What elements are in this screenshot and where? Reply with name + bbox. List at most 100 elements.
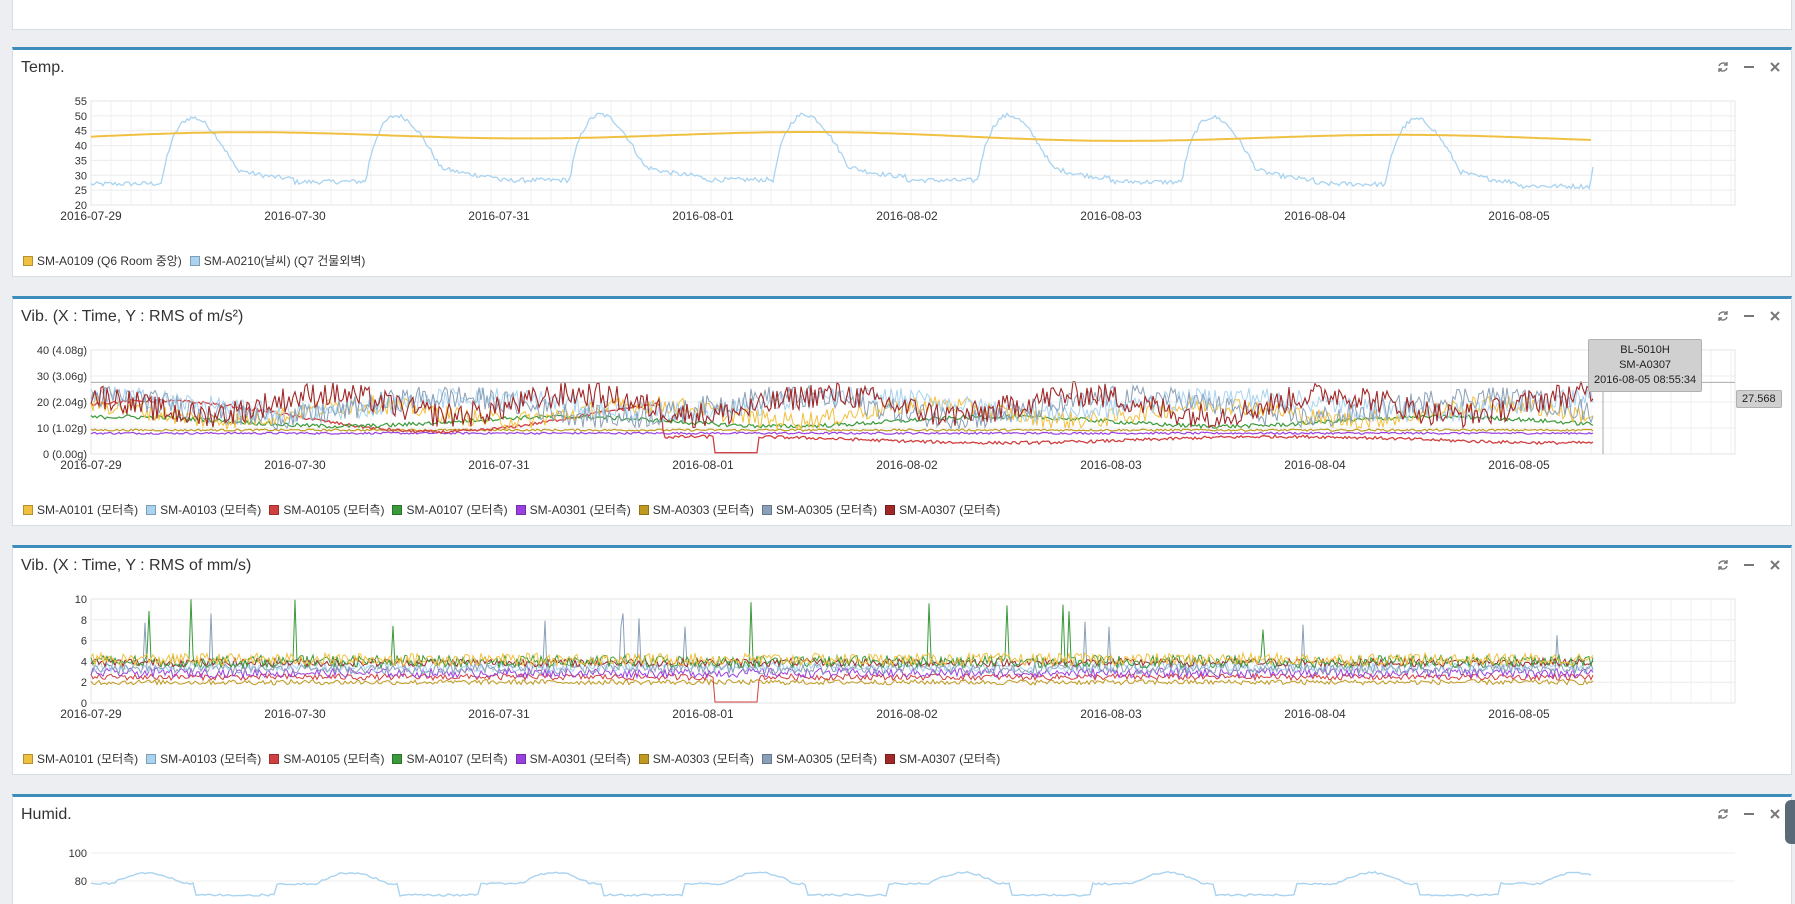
legend-item[interactable]: SM-A0301 (모터측) xyxy=(515,501,631,518)
legend-item[interactable]: SM-A0105 (모터측) xyxy=(269,501,384,518)
vib-ms2-legend: SM-A0101 (모터측) SM-A0103 (모터측) SM-A0105 (모터… xyxy=(23,501,1000,518)
legend-swatch xyxy=(885,753,896,764)
x-tick-label: 2016-08-01 xyxy=(672,209,734,223)
humid-chart-svg: 100 80 xyxy=(69,848,1735,897)
panel-header: Vib. (X : Time, Y : RMS of m/s²) xyxy=(13,299,1791,335)
legend-swatch xyxy=(638,504,649,515)
vib-ms2-chart: 40 (4.08g) 30 (3.06g) 20 (2.04g) 10 (1.02g)… xyxy=(13,335,1791,485)
y-tick-label: 80 xyxy=(75,876,87,888)
panel-header: Vib. (X : Time, Y : RMS of mm/s) xyxy=(13,548,1791,584)
vib-mms-legend: SM-A0101 (모터측) SM-A0103 (모터측) SM-A0105 (모터… xyxy=(23,750,1000,767)
vib2-series-a0105 xyxy=(90,672,1594,703)
y-tick-label: 8 xyxy=(81,615,87,627)
legend-item[interactable]: SM-A0305 (모터측) xyxy=(761,750,877,767)
legend-swatch xyxy=(515,504,526,515)
chart-tooltip: BL-5010H SM-A0307 2016-08-05 08:55:34 xyxy=(1588,339,1703,392)
y-tick-label: 45 xyxy=(75,126,87,138)
side-scroll-handle[interactable] xyxy=(1785,800,1795,844)
refresh-icon[interactable] xyxy=(1717,808,1729,820)
x-tick-label: 2016-08-04 xyxy=(1284,458,1346,472)
minimize-icon[interactable] xyxy=(1743,808,1755,820)
minimize-icon[interactable] xyxy=(1743,559,1755,571)
x-tick-label: 2016-07-30 xyxy=(264,209,326,223)
legend-label: SM-A0307 (모터측) xyxy=(899,752,1001,766)
legend-label: SM-A0103 (모터측) xyxy=(160,752,262,766)
legend-item[interactable]: SM-A0105 (모터측) xyxy=(269,750,384,767)
temp-series-weather xyxy=(90,112,1594,191)
y-tick-label: 55 xyxy=(75,96,87,108)
vib-series-a0301 xyxy=(90,431,1594,436)
legend-swatch xyxy=(392,753,403,764)
x-tick-label: 2016-07-29 xyxy=(60,707,122,721)
x-tick-label: 2016-07-31 xyxy=(468,458,530,472)
vib-series-a0105 xyxy=(90,398,1594,454)
legend-item[interactable]: SM-A0305 (모터측) xyxy=(761,501,877,518)
tooltip-line3: 2016-08-05 08:55:34 xyxy=(1594,374,1697,386)
minimize-icon[interactable] xyxy=(1743,61,1755,73)
legend-item[interactable]: SM-A0303 (모터측) xyxy=(638,750,754,767)
legend-item[interactable]: SM-A0109 (Q6 Room 중앙) xyxy=(23,252,182,269)
legend-label: SM-A0107 (모터측) xyxy=(406,503,508,517)
previous-panel-bottom xyxy=(12,0,1792,30)
panel-tools xyxy=(1717,559,1781,571)
close-icon[interactable] xyxy=(1769,808,1781,820)
refresh-icon[interactable] xyxy=(1717,559,1729,571)
legend-swatch xyxy=(761,753,772,764)
y-tick-label: 40 (4.08g) xyxy=(37,345,87,357)
legend-label: SM-A0105 (모터측) xyxy=(283,752,385,766)
legend-item[interactable]: SM-A0307 (모터측) xyxy=(885,750,1000,767)
panel-tools xyxy=(1717,310,1781,322)
vib-series-a0107 xyxy=(90,413,1594,429)
legend-label: SM-A0301 (모터측) xyxy=(529,752,631,766)
temp-panel: Temp. 55 50 45 40 35 30 25 20 2016-07-29 2016-07-… xyxy=(12,47,1792,277)
vib-ms2-panel: Vib. (X : Time, Y : RMS of m/s²) 40 (4.0… xyxy=(12,296,1792,526)
temp-series-room xyxy=(90,131,1592,142)
vib2-series-a0101 xyxy=(90,651,1594,668)
x-tick-label: 2016-08-01 xyxy=(672,707,734,721)
legend-swatch xyxy=(269,753,280,764)
panel-header: Temp. xyxy=(13,50,1791,86)
temp-legend: SM-A0109 (Q6 Room 중앙) SM-A0210(날씨) (Q7 건물… xyxy=(23,252,365,269)
vib2-series-a0301 xyxy=(90,666,1594,680)
legend-item[interactable]: SM-A0103 (모터측) xyxy=(146,501,261,518)
vib-series-a0303 xyxy=(90,428,1594,432)
legend-item[interactable]: SM-A0103 (모터측) xyxy=(146,750,261,767)
legend-swatch xyxy=(392,504,403,515)
x-tick-label: 2016-07-30 xyxy=(264,707,326,721)
legend-item[interactable]: SM-A0307 (모터측) xyxy=(885,501,1000,518)
y-tick-label: 6 xyxy=(81,636,87,648)
legend-swatch xyxy=(23,255,33,266)
vib2-series-a0103 xyxy=(90,659,1594,674)
legend-item[interactable]: SM-A0107 (모터측) xyxy=(392,501,508,518)
x-tick-label: 2016-07-29 xyxy=(60,209,122,223)
legend-label: SM-A0101 (모터측) xyxy=(37,503,139,517)
legend-label: SM-A0210(날씨) (Q7 건물외벽) xyxy=(203,254,366,268)
x-tick-label: 2016-08-04 xyxy=(1284,707,1346,721)
minimize-icon[interactable] xyxy=(1743,310,1755,322)
legend-item[interactable]: SM-A0101 (모터측) xyxy=(23,501,138,518)
y-tick-label: 0 (0.00g) xyxy=(43,449,87,461)
legend-item[interactable]: SM-A0107 (모터측) xyxy=(392,750,508,767)
x-tick-label: 2016-07-29 xyxy=(60,458,122,472)
legend-swatch xyxy=(885,504,896,515)
humid-panel: Humid. 100 80 xyxy=(12,794,1792,904)
legend-item[interactable]: SM-A0101 (모터측) xyxy=(23,750,138,767)
y-tick-label: 50 xyxy=(75,111,87,123)
legend-item[interactable]: SM-A0303 (모터측) xyxy=(638,501,754,518)
close-icon[interactable] xyxy=(1769,61,1781,73)
vib-series-a0307 xyxy=(90,381,1594,429)
legend-swatch xyxy=(638,753,649,764)
legend-item[interactable]: SM-A0301 (모터측) xyxy=(515,750,631,767)
close-icon[interactable] xyxy=(1769,559,1781,571)
humid-series xyxy=(90,870,1592,897)
legend-swatch xyxy=(269,504,280,515)
refresh-icon[interactable] xyxy=(1717,310,1729,322)
refresh-icon[interactable] xyxy=(1717,61,1729,73)
x-tick-label: 2016-07-31 xyxy=(468,209,530,223)
temp-chart: 55 50 45 40 35 30 25 20 2016-07-29 2016-07-30 2016… xyxy=(13,86,1791,236)
close-icon[interactable] xyxy=(1769,310,1781,322)
legend-item[interactable]: SM-A0210(날씨) (Q7 건물외벽) xyxy=(189,252,366,269)
y-tick-label: 40 xyxy=(75,141,87,153)
legend-label: SM-A0301 (모터측) xyxy=(529,503,631,517)
legend-swatch xyxy=(23,753,33,764)
